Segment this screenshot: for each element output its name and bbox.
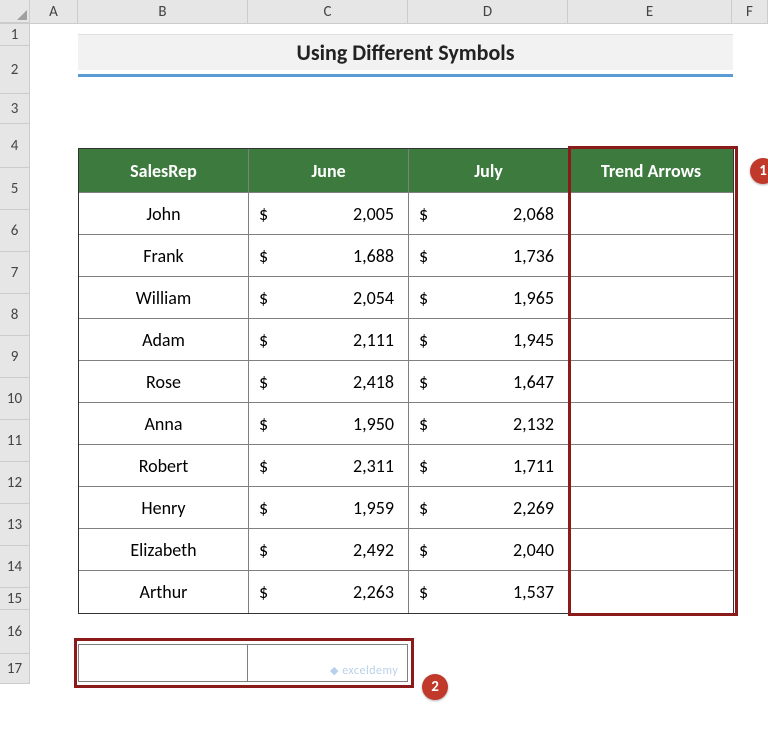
- cell-june[interactable]: $1,950: [249, 403, 409, 445]
- cell-july[interactable]: $1,945: [409, 319, 569, 361]
- column-header-B[interactable]: B: [78, 0, 248, 23]
- table-row[interactable]: Robert$2,311$1,711: [79, 445, 733, 487]
- spreadsheet-grid: ABCDEF 1234567891011121314151617 Using D…: [0, 0, 768, 748]
- cell-june[interactable]: $2,005: [249, 193, 409, 235]
- cell-july[interactable]: $2,269: [409, 487, 569, 529]
- row-header-16[interactable]: 16: [0, 610, 30, 654]
- row-header-2[interactable]: 2: [0, 46, 30, 94]
- cell-july[interactable]: $2,040: [409, 529, 569, 571]
- cell-trend[interactable]: [569, 403, 733, 445]
- cell-salesrep[interactable]: Robert: [79, 445, 249, 487]
- row-header-3[interactable]: 3: [0, 94, 30, 124]
- title-bar: Using Different Symbols: [78, 34, 733, 70]
- cell-trend[interactable]: [569, 277, 733, 319]
- cell-salesrep[interactable]: William: [79, 277, 249, 319]
- row-header-17[interactable]: 17: [0, 654, 30, 684]
- cell-trend[interactable]: [569, 319, 733, 361]
- row-header-11[interactable]: 11: [0, 420, 30, 462]
- row-header-1[interactable]: 1: [0, 24, 30, 46]
- cell-july[interactable]: $1,537: [409, 571, 569, 613]
- callout-badge-1: 1: [750, 158, 768, 184]
- cell-june[interactable]: $2,492: [249, 529, 409, 571]
- table-header-july[interactable]: July: [409, 149, 569, 193]
- row-header-6[interactable]: 6: [0, 210, 30, 252]
- cells-area[interactable]: Using Different Symbols SalesRepJuneJuly…: [30, 24, 768, 684]
- table-row[interactable]: Frank$1,688$1,736: [79, 235, 733, 277]
- cell-july[interactable]: $1,647: [409, 361, 569, 403]
- table-row[interactable]: Adam$2,111$1,945: [79, 319, 733, 361]
- column-header-A[interactable]: A: [30, 0, 78, 23]
- callout-badge-2: 2: [422, 674, 448, 700]
- data-table: SalesRepJuneJulyTrend ArrowsJohn$2,005$2…: [78, 148, 734, 614]
- cell-salesrep[interactable]: Arthur: [79, 571, 249, 613]
- cell-july[interactable]: $1,711: [409, 445, 569, 487]
- cell-trend[interactable]: [569, 445, 733, 487]
- table-header-salesrep[interactable]: SalesRep: [79, 149, 249, 193]
- row-header-9[interactable]: 9: [0, 336, 30, 378]
- table-header-trend[interactable]: Trend Arrows: [569, 149, 733, 193]
- cell-july[interactable]: $2,068: [409, 193, 569, 235]
- table-row[interactable]: Rose$2,418$1,647: [79, 361, 733, 403]
- table-header-june[interactable]: June: [249, 149, 409, 193]
- cell-june[interactable]: $2,111: [249, 319, 409, 361]
- title-underline: [78, 74, 733, 77]
- row-header-10[interactable]: 10: [0, 378, 30, 420]
- column-headers: ABCDEF: [0, 0, 768, 24]
- column-header-C[interactable]: C: [248, 0, 408, 23]
- row-header-7[interactable]: 7: [0, 252, 30, 294]
- cell-salesrep[interactable]: Adam: [79, 319, 249, 361]
- row-header-12[interactable]: 12: [0, 462, 30, 504]
- watermark: ◆ exceldemy: [330, 664, 398, 678]
- cell-june[interactable]: $2,054: [249, 277, 409, 319]
- cell-trend[interactable]: [569, 235, 733, 277]
- cell-july[interactable]: $2,132: [409, 403, 569, 445]
- select-all-corner[interactable]: [0, 0, 30, 23]
- cell-salesrep[interactable]: John: [79, 193, 249, 235]
- cell-salesrep[interactable]: Frank: [79, 235, 249, 277]
- row-headers: 1234567891011121314151617: [0, 24, 30, 684]
- column-header-D[interactable]: D: [408, 0, 568, 23]
- column-header-E[interactable]: E: [568, 0, 732, 23]
- cell-july[interactable]: $1,736: [409, 235, 569, 277]
- table-row[interactable]: Arthur$2,263$1,537: [79, 571, 733, 613]
- row-header-4[interactable]: 4: [0, 124, 30, 168]
- cell-july[interactable]: $1,965: [409, 277, 569, 319]
- column-header-F[interactable]: F: [732, 0, 768, 23]
- table-row[interactable]: Henry$1,959$2,269: [79, 487, 733, 529]
- cell-trend[interactable]: [569, 361, 733, 403]
- cell-salesrep[interactable]: Rose: [79, 361, 249, 403]
- cell-salesrep[interactable]: Henry: [79, 487, 249, 529]
- page-title: Using Different Symbols: [297, 39, 515, 66]
- row-header-5[interactable]: 5: [0, 168, 30, 210]
- row-header-14[interactable]: 14: [0, 546, 30, 588]
- cell-salesrep[interactable]: Anna: [79, 403, 249, 445]
- cell-trend[interactable]: [569, 529, 733, 571]
- table-row[interactable]: Elizabeth$2,492$2,040: [79, 529, 733, 571]
- table-row[interactable]: Anna$1,950$2,132: [79, 403, 733, 445]
- row-header-15[interactable]: 15: [0, 588, 30, 610]
- cell-trend[interactable]: [569, 571, 733, 613]
- cell-june[interactable]: $1,959: [249, 487, 409, 529]
- mini-cell[interactable]: [78, 644, 248, 682]
- cell-trend[interactable]: [569, 487, 733, 529]
- cell-salesrep[interactable]: Elizabeth: [79, 529, 249, 571]
- row-header-13[interactable]: 13: [0, 504, 30, 546]
- row-header-8[interactable]: 8: [0, 294, 30, 336]
- cell-june[interactable]: $1,688: [249, 235, 409, 277]
- table-row[interactable]: William$2,054$1,965: [79, 277, 733, 319]
- cell-june[interactable]: $2,418: [249, 361, 409, 403]
- cell-trend[interactable]: [569, 193, 733, 235]
- cell-june[interactable]: $2,263: [249, 571, 409, 613]
- table-row[interactable]: John$2,005$2,068: [79, 193, 733, 235]
- cell-june[interactable]: $2,311: [249, 445, 409, 487]
